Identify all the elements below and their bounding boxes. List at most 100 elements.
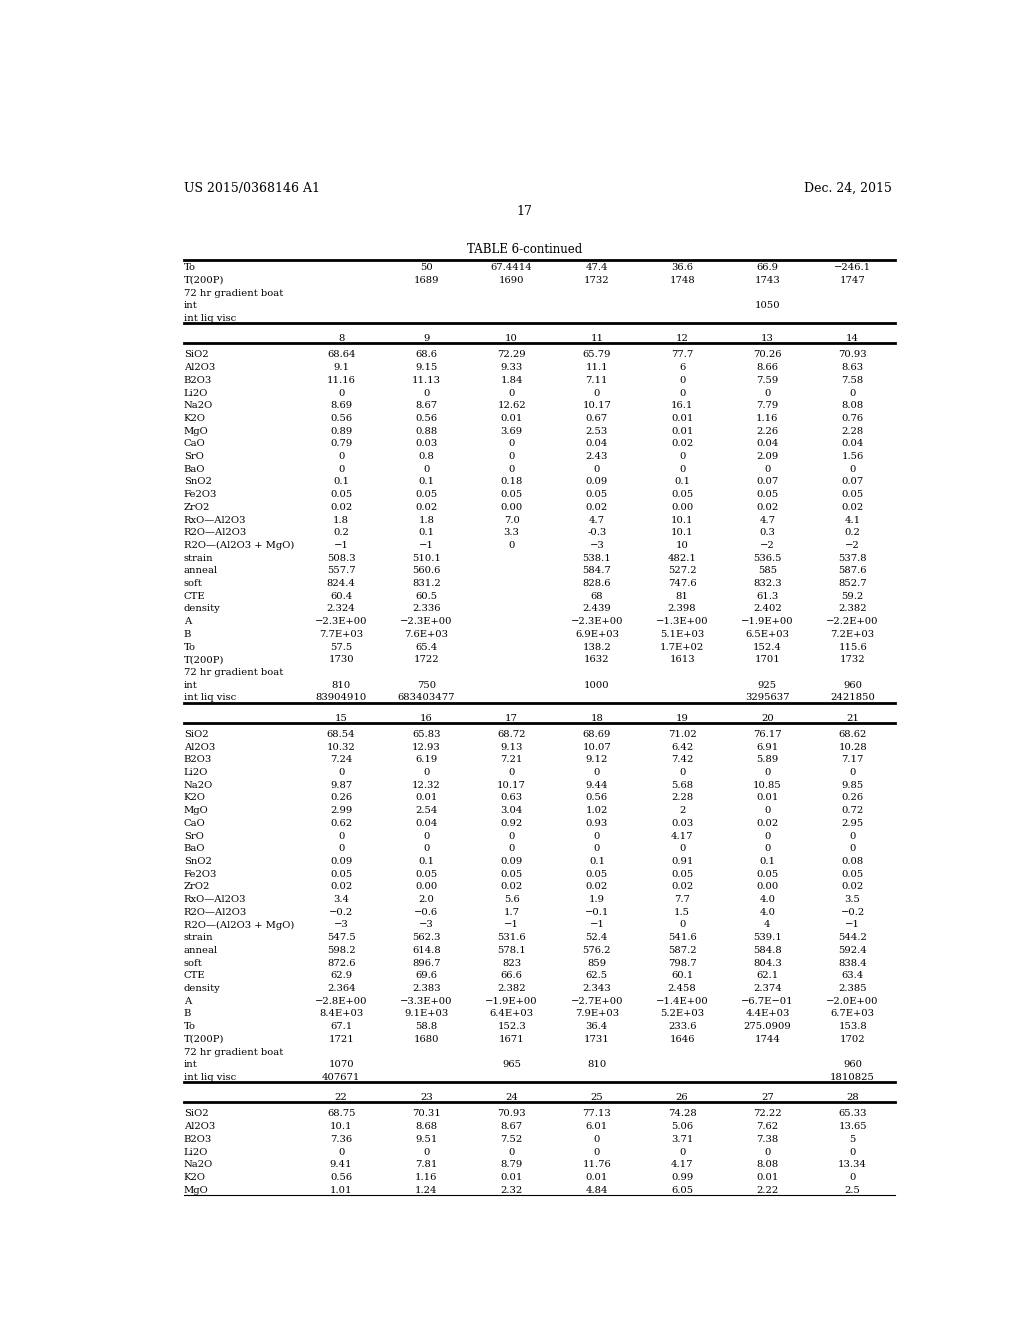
Text: To: To [183, 1022, 196, 1031]
Text: 4.84: 4.84 [586, 1185, 608, 1195]
Text: 7.79: 7.79 [757, 401, 778, 411]
Text: 68: 68 [591, 591, 603, 601]
Text: 614.8: 614.8 [412, 946, 440, 954]
Text: 0.00: 0.00 [757, 882, 778, 891]
Text: 8.63: 8.63 [842, 363, 863, 372]
Text: −3.3E+00: −3.3E+00 [400, 997, 453, 1006]
Text: 36.4: 36.4 [586, 1022, 608, 1031]
Text: 16.1: 16.1 [671, 401, 693, 411]
Text: −1.3E+00: −1.3E+00 [655, 618, 709, 626]
Text: 0: 0 [509, 388, 515, 397]
Text: 0.01: 0.01 [501, 1173, 523, 1181]
Text: 1702: 1702 [840, 1035, 865, 1044]
Text: 0: 0 [679, 920, 685, 929]
Text: 578.1: 578.1 [498, 946, 526, 954]
Text: 1.02: 1.02 [586, 807, 608, 816]
Text: 557.7: 557.7 [327, 566, 355, 576]
Text: 1.16: 1.16 [415, 1173, 437, 1181]
Text: 0: 0 [850, 1173, 856, 1181]
Text: 63.4: 63.4 [842, 972, 864, 981]
Text: 0: 0 [594, 832, 600, 841]
Text: 0: 0 [850, 768, 856, 777]
Text: 62.9: 62.9 [330, 972, 352, 981]
Text: −2.7E+00: −2.7E+00 [570, 997, 624, 1006]
Text: 8.68: 8.68 [416, 1122, 437, 1131]
Text: 0.76: 0.76 [842, 414, 863, 422]
Text: 3.3: 3.3 [504, 528, 519, 537]
Text: 12.93: 12.93 [412, 743, 440, 751]
Text: A: A [183, 618, 191, 626]
Text: 0.02: 0.02 [842, 503, 864, 512]
Text: 0: 0 [509, 1147, 515, 1156]
Text: 10: 10 [676, 541, 688, 550]
Text: 0: 0 [764, 807, 771, 816]
Text: 12.32: 12.32 [412, 780, 440, 789]
Text: 57.5: 57.5 [330, 643, 352, 652]
Text: 9.85: 9.85 [842, 780, 864, 789]
Text: 1671: 1671 [499, 1035, 524, 1044]
Text: −2.3E+00: −2.3E+00 [570, 618, 624, 626]
Text: 1.16: 1.16 [756, 414, 778, 422]
Text: SiO2: SiO2 [183, 730, 209, 739]
Text: 6: 6 [679, 363, 685, 372]
Text: 531.6: 531.6 [498, 933, 526, 942]
Text: 59.2: 59.2 [842, 591, 864, 601]
Text: 0.1: 0.1 [589, 857, 605, 866]
Text: B: B [183, 1010, 191, 1019]
Text: 0.03: 0.03 [416, 440, 437, 449]
Text: 27: 27 [761, 1093, 774, 1102]
Text: −0.6: −0.6 [415, 908, 438, 917]
Text: 81: 81 [676, 591, 688, 601]
Text: 832.3: 832.3 [753, 579, 781, 589]
Text: 7.59: 7.59 [757, 376, 778, 385]
Text: 0: 0 [594, 1147, 600, 1156]
Text: 587.6: 587.6 [839, 566, 867, 576]
Text: SiO2: SiO2 [183, 350, 209, 359]
Text: 4: 4 [764, 920, 771, 929]
Text: BaO: BaO [183, 845, 205, 853]
Text: 0: 0 [509, 440, 515, 449]
Text: 68.75: 68.75 [327, 1109, 355, 1118]
Text: SnO2: SnO2 [183, 478, 212, 487]
Text: 10.17: 10.17 [583, 401, 611, 411]
Text: 0.05: 0.05 [330, 870, 352, 879]
Text: Li2O: Li2O [183, 768, 208, 777]
Text: 0: 0 [679, 465, 685, 474]
Text: US 2015/0368146 A1: US 2015/0368146 A1 [183, 182, 319, 194]
Text: 1646: 1646 [670, 1035, 695, 1044]
Text: 0: 0 [509, 541, 515, 550]
Text: MgO: MgO [183, 426, 209, 436]
Text: 3.71: 3.71 [671, 1135, 693, 1144]
Text: 2.402: 2.402 [753, 605, 781, 614]
Text: 72 hr gradient boat: 72 hr gradient boat [183, 289, 283, 297]
Text: 8.4E+03: 8.4E+03 [319, 1010, 364, 1019]
Text: 0: 0 [850, 388, 856, 397]
Text: R2O—Al2O3: R2O—Al2O3 [183, 908, 247, 917]
Text: T(200P): T(200P) [183, 655, 224, 664]
Text: MgO: MgO [183, 807, 209, 816]
Text: 0.05: 0.05 [757, 490, 778, 499]
Text: 0: 0 [423, 768, 429, 777]
Text: 0.00: 0.00 [501, 503, 522, 512]
Text: 838.4: 838.4 [839, 958, 867, 968]
Text: 1730: 1730 [329, 655, 354, 664]
Text: 65.79: 65.79 [583, 350, 611, 359]
Text: 9.13: 9.13 [501, 743, 523, 751]
Text: 0.04: 0.04 [586, 440, 608, 449]
Text: 47.4: 47.4 [586, 263, 608, 272]
Text: −1: −1 [334, 541, 348, 550]
Text: 584.8: 584.8 [753, 946, 781, 954]
Text: 152.3: 152.3 [498, 1022, 526, 1031]
Text: 2.43: 2.43 [586, 451, 608, 461]
Text: 22: 22 [335, 1093, 347, 1102]
Text: 2.28: 2.28 [842, 426, 864, 436]
Text: 1.24: 1.24 [415, 1185, 437, 1195]
Text: 0: 0 [764, 388, 771, 397]
Text: 0.91: 0.91 [671, 857, 693, 866]
Text: 5.68: 5.68 [671, 780, 693, 789]
Text: 0.03: 0.03 [671, 818, 693, 828]
Text: 0.26: 0.26 [330, 793, 352, 803]
Text: 2.383: 2.383 [412, 983, 440, 993]
Text: 0.05: 0.05 [586, 490, 608, 499]
Text: 11.13: 11.13 [412, 376, 441, 385]
